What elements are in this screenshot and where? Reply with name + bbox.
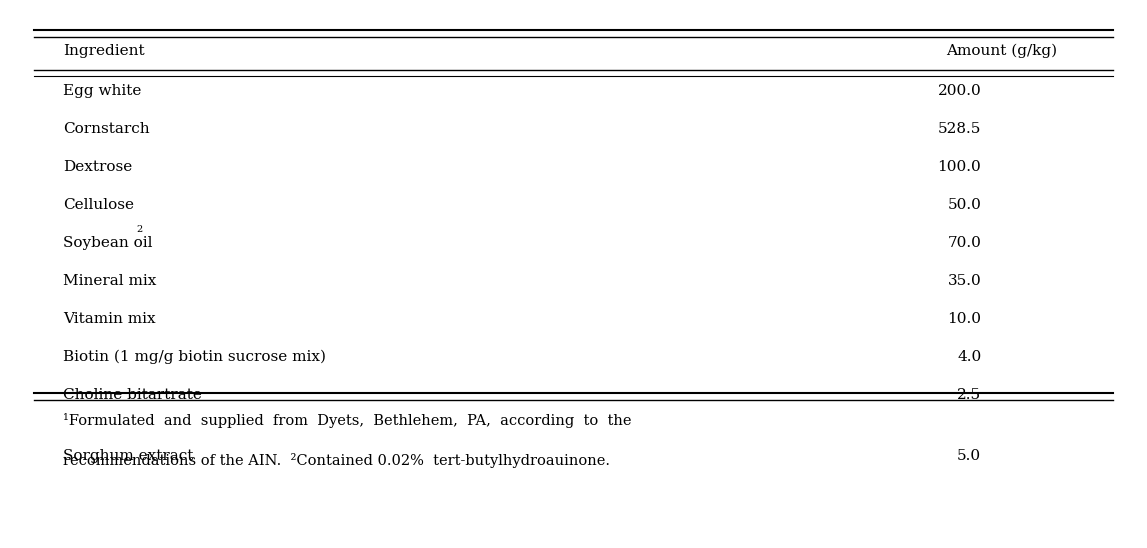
Text: Vitamin mix: Vitamin mix: [63, 312, 156, 326]
Text: ¹Formulated  and  supplied  from  Dyets,  Bethlehem,  PA,  according  to  the: ¹Formulated and supplied from Dyets, Bet…: [63, 413, 632, 427]
Text: recommendations of the AIN.  ²Contained 0.02%  tert-butylhydroauinone.: recommendations of the AIN. ²Contained 0…: [63, 453, 610, 467]
Text: Dextrose: Dextrose: [63, 160, 132, 174]
Text: Cellulose: Cellulose: [63, 198, 134, 212]
Text: 70.0: 70.0: [947, 236, 982, 250]
Text: 10.0: 10.0: [947, 312, 982, 326]
Text: Cornstarch: Cornstarch: [63, 122, 150, 136]
Text: 200.0: 200.0: [937, 84, 982, 98]
Text: Egg white: Egg white: [63, 84, 141, 98]
Text: Soybean oil: Soybean oil: [63, 236, 153, 250]
Text: 100.0: 100.0: [937, 160, 982, 174]
Text: Amount (g/kg): Amount (g/kg): [946, 44, 1058, 58]
Text: Sorghum extract: Sorghum extract: [63, 449, 194, 463]
Text: 4.0: 4.0: [957, 350, 982, 364]
Text: Mineral mix: Mineral mix: [63, 274, 156, 288]
Text: 2: 2: [136, 225, 143, 235]
Text: 35.0: 35.0: [947, 274, 982, 288]
Text: Ingredient: Ingredient: [63, 44, 145, 58]
Text: Biotin (1 mg/g biotin sucrose mix): Biotin (1 mg/g biotin sucrose mix): [63, 350, 326, 364]
Text: 2.5: 2.5: [957, 388, 982, 402]
Text: 50.0: 50.0: [947, 198, 982, 212]
Text: 5.0: 5.0: [957, 449, 982, 463]
Text: 528.5: 528.5: [938, 122, 982, 136]
Text: Choline bitartrate: Choline bitartrate: [63, 388, 202, 402]
